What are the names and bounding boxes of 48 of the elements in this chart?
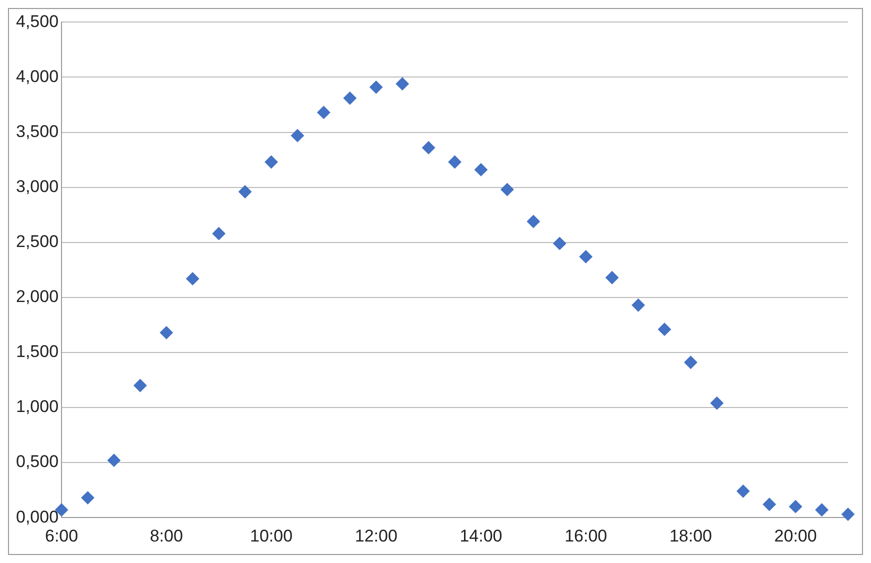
point [448,156,462,169]
y-tick-label: 4,000 [16,66,59,86]
point [160,326,173,340]
point [212,227,226,240]
x-tick-label: 16:00 [564,526,608,546]
point [526,214,540,228]
x-tick-label: 14:00 [460,526,502,546]
point [290,129,304,142]
point [238,185,252,198]
point [710,396,724,410]
point [264,156,278,169]
y-tick-label: 2,500 [16,232,59,252]
point [579,250,592,264]
point [736,484,750,498]
point [396,77,409,90]
point [343,92,356,105]
x-tick-label: 20:00 [774,526,817,546]
point [815,503,828,516]
y-tick-label: 4,500 [16,12,59,31]
x-tick-label: 18:00 [669,526,712,546]
x-tick-label: 10:00 [250,526,293,546]
x-tick-label: 12:00 [354,526,398,546]
point [474,163,488,176]
point [789,500,802,514]
y-tick-label: 3,000 [16,177,59,196]
y-tick-label: 3,500 [16,122,59,141]
point [317,106,330,119]
y-tick-label: 1,000 [16,397,59,416]
y-tick-label: 1,500 [16,342,59,362]
point [186,272,200,286]
point [658,322,671,336]
point [762,498,776,511]
point [684,356,698,369]
point [81,491,94,504]
y-tick-label: 0,500 [16,452,59,472]
y-tick-label: 0,000 [16,507,59,526]
point [632,298,645,312]
point [134,378,147,392]
point [842,508,854,521]
point [553,236,566,250]
point [107,454,120,467]
point [370,80,383,94]
point [606,271,619,284]
point [422,141,436,154]
point [500,183,514,196]
x-tick-label: 6:00 [44,526,78,546]
y-tick-label: 2,000 [16,287,59,306]
x-tick-label: 8:00 [150,526,183,546]
